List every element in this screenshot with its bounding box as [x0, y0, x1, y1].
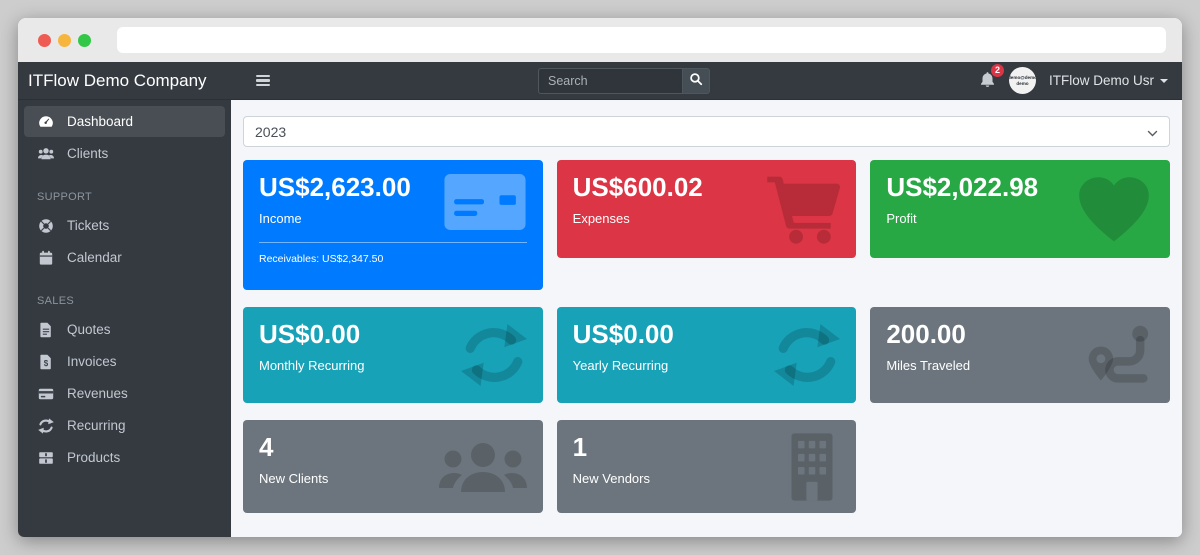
sidebar-item-label: Recurring [67, 418, 126, 433]
desktop-background: ITFlow Demo Company [0, 0, 1200, 555]
card-value: US$2,623.00 [259, 173, 527, 203]
card-value: 4 [259, 433, 527, 463]
dashboard-cards: US$2,623.00 Income Receivables: US$2,347… [243, 160, 1170, 513]
sidebar-item-label: Revenues [67, 386, 128, 401]
card-value: US$2,022.98 [886, 173, 1154, 203]
global-search [538, 68, 710, 94]
card-label: New Clients [259, 471, 527, 486]
card-label: Yearly Recurring [573, 358, 841, 373]
card-label: Expenses [573, 211, 841, 226]
card-label: Income [259, 211, 527, 226]
card-label: Miles Traveled [886, 358, 1154, 373]
magnifier-icon [689, 72, 703, 91]
card-value: US$600.02 [573, 173, 841, 203]
card-monthly-recurring[interactable]: US$0.00 Monthly Recurring [243, 307, 543, 403]
sidebar-item-invoices[interactable]: $ Invoices [24, 346, 225, 377]
notifications-button[interactable]: 2 [979, 69, 996, 93]
sidebar-toggle-button[interactable] [256, 75, 270, 87]
calendar-icon [37, 249, 54, 266]
tachometer-icon [37, 113, 54, 130]
app-brand: ITFlow Demo Company [18, 71, 231, 91]
sidebar-item-dashboard[interactable]: Dashboard [24, 106, 225, 137]
sidebar-item-calendar[interactable]: Calendar [24, 242, 225, 273]
traffic-lights [38, 34, 91, 47]
sidebar-item-label: Invoices [67, 354, 117, 369]
sidebar-item-label: Quotes [67, 322, 111, 337]
caret-down-icon [1160, 79, 1168, 83]
minimize-window-button[interactable] [58, 34, 71, 47]
card-profit[interactable]: US$2,022.98 Profit [870, 160, 1170, 258]
card-label: New Vendors [573, 471, 841, 486]
sidebar-item-tickets[interactable]: Tickets [24, 210, 225, 241]
year-filter-select[interactable]: 2023 [243, 116, 1170, 147]
card-expenses[interactable]: US$600.02 Expenses [557, 160, 857, 258]
sidebar-item-label: Tickets [67, 218, 109, 233]
card-value: US$0.00 [259, 320, 527, 350]
sync-icon [37, 417, 54, 434]
box-icon [37, 449, 54, 466]
svg-text:$: $ [43, 358, 48, 367]
sidebar-item-recurring[interactable]: Recurring [24, 410, 225, 441]
top-navbar: ITFlow Demo Company [18, 62, 1182, 100]
sidebar-item-revenues[interactable]: Revenues [24, 378, 225, 409]
sidebar-section-support: SUPPORT [24, 170, 225, 210]
bell-icon [979, 75, 996, 92]
card-label: Monthly Recurring [259, 358, 527, 373]
sidebar-item-label: Products [67, 450, 120, 465]
user-name-label: ITFlow Demo Usr [1049, 73, 1154, 88]
sidebar-item-label: Dashboard [67, 114, 133, 129]
sidebar-item-products[interactable]: Products [24, 442, 225, 473]
sidebar: Dashboard Clients SUPPORT Tickets [18, 100, 231, 537]
url-bar[interactable] [117, 27, 1166, 53]
navbar-right: 2 demo@demo demo ITFlow Demo Usr [979, 67, 1182, 94]
card-label: Profit [886, 211, 1154, 226]
year-filter-value: 2023 [255, 124, 286, 140]
sidebar-item-label: Calendar [67, 250, 122, 265]
file-invoice-dollar-icon: $ [37, 353, 54, 370]
card-income[interactable]: US$2,623.00 Income Receivables: US$2,347… [243, 160, 543, 290]
chevron-down-icon [1147, 124, 1158, 140]
sidebar-item-label: Clients [67, 146, 108, 161]
sidebar-item-clients[interactable]: Clients [24, 138, 225, 169]
maximize-window-button[interactable] [78, 34, 91, 47]
card-yearly-recurring[interactable]: US$0.00 Yearly Recurring [557, 307, 857, 403]
browser-window: ITFlow Demo Company [18, 18, 1182, 537]
card-new-vendors[interactable]: 1 New Vendors [557, 420, 857, 513]
avatar[interactable]: demo@demo demo [1009, 67, 1036, 94]
file-lines-icon [37, 321, 54, 338]
search-input[interactable] [538, 68, 682, 94]
main-content: 2023 [231, 100, 1182, 537]
credit-card-icon [37, 385, 54, 402]
users-icon [37, 145, 54, 162]
card-value: 200.00 [886, 320, 1154, 350]
notification-count-badge: 2 [991, 64, 1004, 77]
card-value: US$0.00 [573, 320, 841, 350]
hamburger-icon [256, 75, 270, 77]
close-window-button[interactable] [38, 34, 51, 47]
card-value: 1 [573, 433, 841, 463]
sidebar-item-quotes[interactable]: Quotes [24, 314, 225, 345]
user-menu[interactable]: ITFlow Demo Usr [1049, 73, 1168, 88]
browser-chrome [18, 18, 1182, 62]
search-button[interactable] [682, 68, 710, 94]
card-miles-traveled[interactable]: 200.00 Miles Traveled [870, 307, 1170, 403]
card-footer: Receivables: US$2,347.50 [259, 243, 527, 265]
life-ring-icon [37, 217, 54, 234]
sidebar-section-sales: SALES [24, 274, 225, 314]
card-new-clients[interactable]: 4 New Clients [243, 420, 543, 513]
